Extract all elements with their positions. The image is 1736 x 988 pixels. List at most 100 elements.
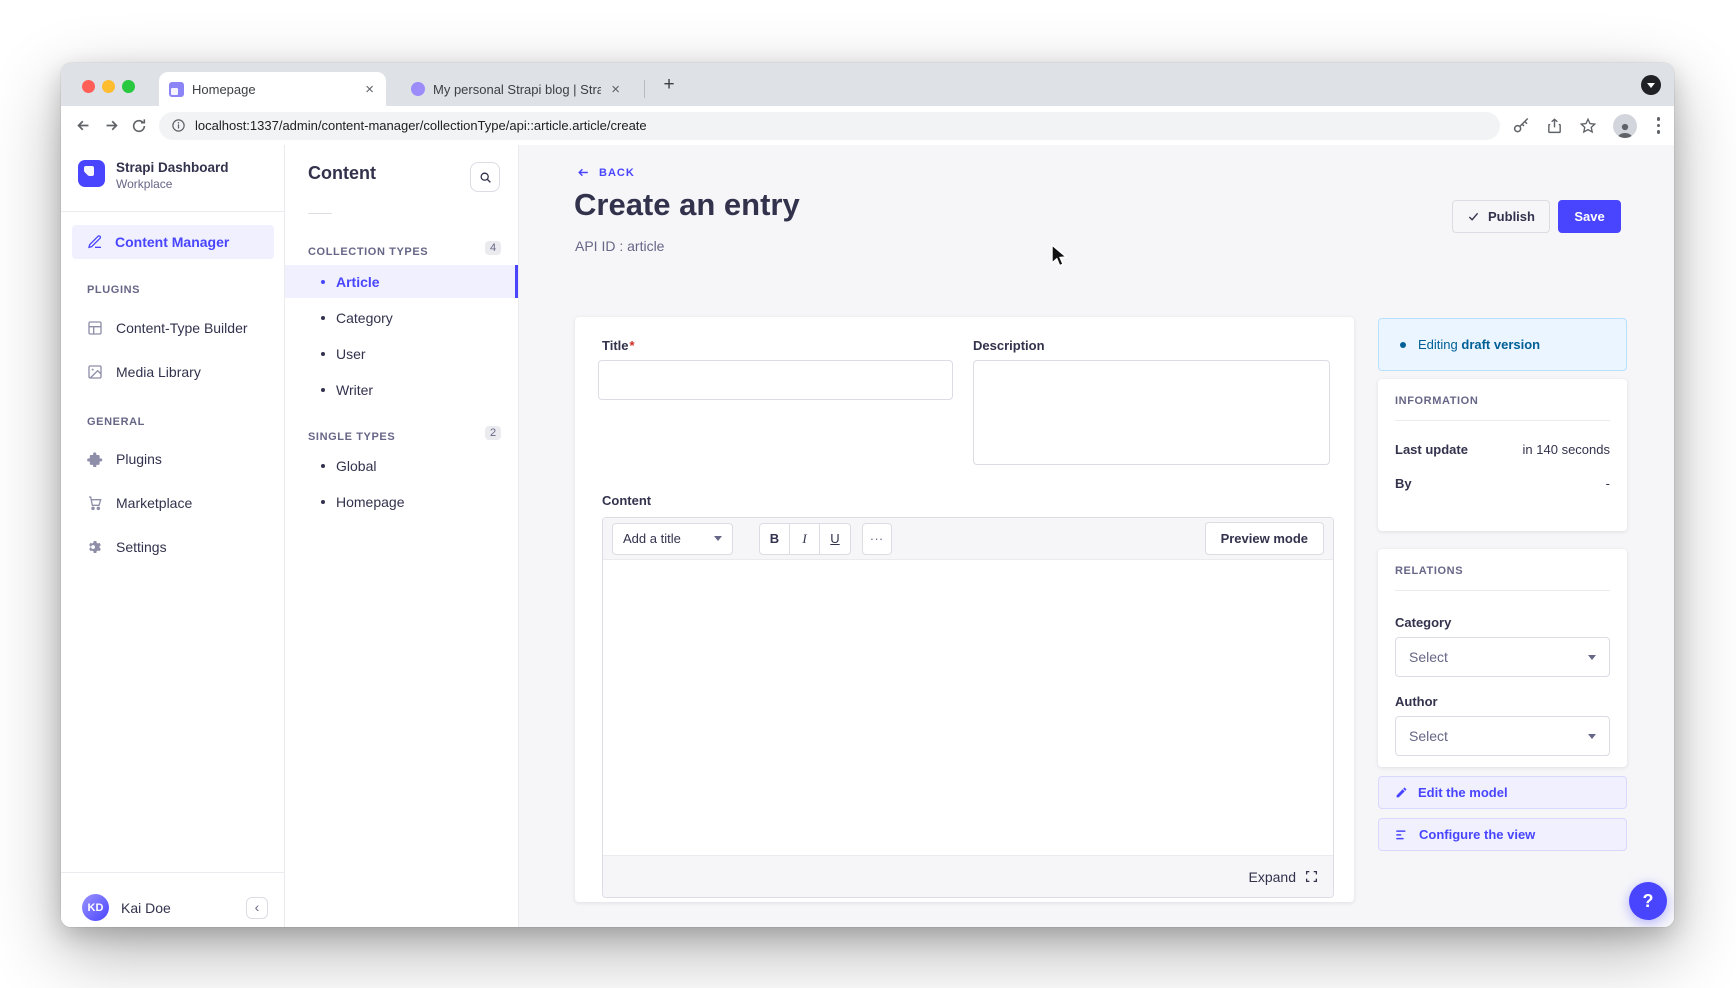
content-type-label: Writer	[336, 382, 373, 398]
api-id: API ID : article	[575, 238, 664, 254]
url-text: localhost:1337/admin/content-manager/col…	[195, 118, 647, 133]
content-type-label: Global	[336, 458, 376, 474]
active-indicator	[515, 265, 518, 298]
chevron-down-icon	[1647, 83, 1655, 88]
site-info-icon[interactable]	[171, 118, 186, 133]
search-icon	[479, 171, 492, 184]
section-label-single-types: SINGLE TYPES	[308, 431, 395, 443]
user-row[interactable]: KD Kai Doe	[82, 894, 171, 921]
bold-button[interactable]: B	[760, 524, 790, 554]
filter-lines-icon	[1395, 829, 1409, 841]
back-link[interactable]: BACK	[576, 166, 635, 179]
arrow-left-icon	[576, 166, 591, 179]
window-close-button[interactable]	[82, 80, 95, 93]
browser-profile-avatar[interactable]	[1613, 114, 1637, 138]
window-minimize-button[interactable]	[102, 80, 115, 93]
draft-emphasis: draft version	[1461, 337, 1540, 352]
title-input[interactable]	[598, 360, 953, 400]
author-select[interactable]: Select	[1395, 716, 1610, 756]
bullet-icon	[321, 316, 325, 320]
share-icon[interactable]	[1546, 117, 1563, 135]
new-tab-button[interactable]: +	[655, 71, 683, 99]
bullet-icon	[321, 280, 325, 284]
gear-icon	[87, 539, 103, 555]
wysiwyg-editor: Add a title B I U ... Preview mode	[602, 517, 1334, 898]
content-panel-title: Content	[308, 163, 376, 184]
sidebar-item-content-manager[interactable]: Content Manager	[72, 225, 274, 259]
heading-select[interactable]: Add a title	[612, 523, 733, 555]
url-bar[interactable]: localhost:1337/admin/content-manager/col…	[159, 112, 1500, 140]
description-textarea[interactable]	[973, 360, 1330, 465]
more-formats-button[interactable]: ...	[862, 523, 892, 555]
content-type-label: User	[336, 346, 366, 362]
tab-strapi-blog[interactable]: My personal Strapi blog | Strap ×	[401, 72, 632, 106]
sidebar-item-media-library[interactable]: Media Library	[87, 364, 201, 380]
sidebar-item-label: Settings	[116, 539, 167, 555]
draft-prefix: Editing	[1418, 337, 1458, 352]
format-button-group: B I U	[759, 523, 851, 555]
by-row: By -	[1395, 476, 1610, 491]
content-type-label: Article	[336, 274, 380, 290]
back-button[interactable]	[69, 112, 97, 140]
window-zoom-button[interactable]	[122, 80, 135, 93]
reload-button[interactable]	[125, 112, 153, 140]
bookmark-star-icon[interactable]	[1579, 117, 1597, 135]
sidebar-item-plugins[interactable]: Plugins	[87, 451, 162, 467]
save-button[interactable]: Save	[1558, 200, 1621, 233]
last-update-row: Last update in 140 seconds	[1395, 442, 1610, 457]
reload-icon	[131, 118, 147, 134]
sidebar-item-marketplace[interactable]: Marketplace	[87, 495, 192, 511]
password-key-icon[interactable]	[1512, 117, 1530, 135]
content-type-category[interactable]: Category	[285, 301, 518, 334]
expand-label[interactable]: Expand	[1249, 869, 1296, 885]
single-type-homepage[interactable]: Homepage	[285, 485, 518, 518]
sidebar-item-label: Plugins	[116, 451, 162, 467]
sidebar-item-label: Content Manager	[115, 234, 229, 250]
cart-icon	[87, 495, 103, 511]
single-type-global[interactable]: Global	[285, 449, 518, 482]
main-sidebar: Strapi Dashboard Workplace Content Manag…	[61, 145, 285, 927]
tab-close-icon[interactable]: ×	[363, 81, 376, 98]
section-label-general: GENERAL	[87, 416, 145, 428]
tab-title: My personal Strapi blog | Strap	[433, 82, 601, 97]
divider	[1395, 590, 1610, 591]
editor-body[interactable]	[603, 560, 1333, 855]
tab-search-button[interactable]	[1641, 75, 1661, 95]
back-label: BACK	[599, 167, 635, 179]
section-label-collection-types: COLLECTION TYPES	[308, 246, 428, 258]
chevron-down-icon	[714, 536, 722, 541]
pencil-icon	[1395, 786, 1408, 799]
forward-button[interactable]	[97, 112, 125, 140]
content-type-article[interactable]: Article	[285, 265, 518, 298]
publish-button[interactable]: Publish	[1452, 200, 1550, 233]
tab-strip: Homepage × My personal Strapi blog | Str…	[61, 63, 1674, 106]
underline-button[interactable]: U	[820, 524, 850, 554]
browser-menu-icon[interactable]	[1653, 117, 1665, 134]
sidebar-item-label: Marketplace	[116, 495, 192, 511]
sidebar-item-content-type-builder[interactable]: Content-Type Builder	[87, 320, 248, 336]
preview-mode-button[interactable]: Preview mode	[1205, 522, 1324, 555]
content-type-user[interactable]: User	[285, 337, 518, 370]
editor-footer: Expand	[603, 855, 1333, 897]
tab-homepage[interactable]: Homepage ×	[159, 72, 386, 106]
configure-the-view-button[interactable]: Configure the view	[1378, 818, 1627, 851]
italic-button[interactable]: I	[790, 524, 820, 554]
expand-icon[interactable]	[1305, 870, 1318, 883]
publish-label: Publish	[1488, 209, 1535, 224]
collapse-sidebar-button[interactable]: ‹	[246, 897, 268, 919]
arrow-right-icon	[103, 117, 120, 134]
section-label-plugins: PLUGINS	[87, 284, 140, 296]
relations-card: RELATIONS Category Select Author Select	[1378, 549, 1627, 767]
tab-close-icon[interactable]: ×	[609, 81, 622, 98]
edit-the-model-button[interactable]: Edit the model	[1378, 776, 1627, 809]
brand[interactable]: Strapi Dashboard Workplace	[78, 160, 229, 191]
required-asterisk: *	[630, 338, 635, 353]
content-type-writer[interactable]: Writer	[285, 373, 518, 406]
category-select[interactable]: Select	[1395, 637, 1610, 677]
help-button[interactable]: ?	[1629, 882, 1667, 920]
info-row-value: in 140 seconds	[1523, 442, 1610, 457]
sidebar-item-settings[interactable]: Settings	[87, 539, 167, 555]
pen-icon	[87, 234, 103, 250]
action-label: Configure the view	[1419, 827, 1535, 842]
search-button[interactable]	[470, 162, 500, 192]
